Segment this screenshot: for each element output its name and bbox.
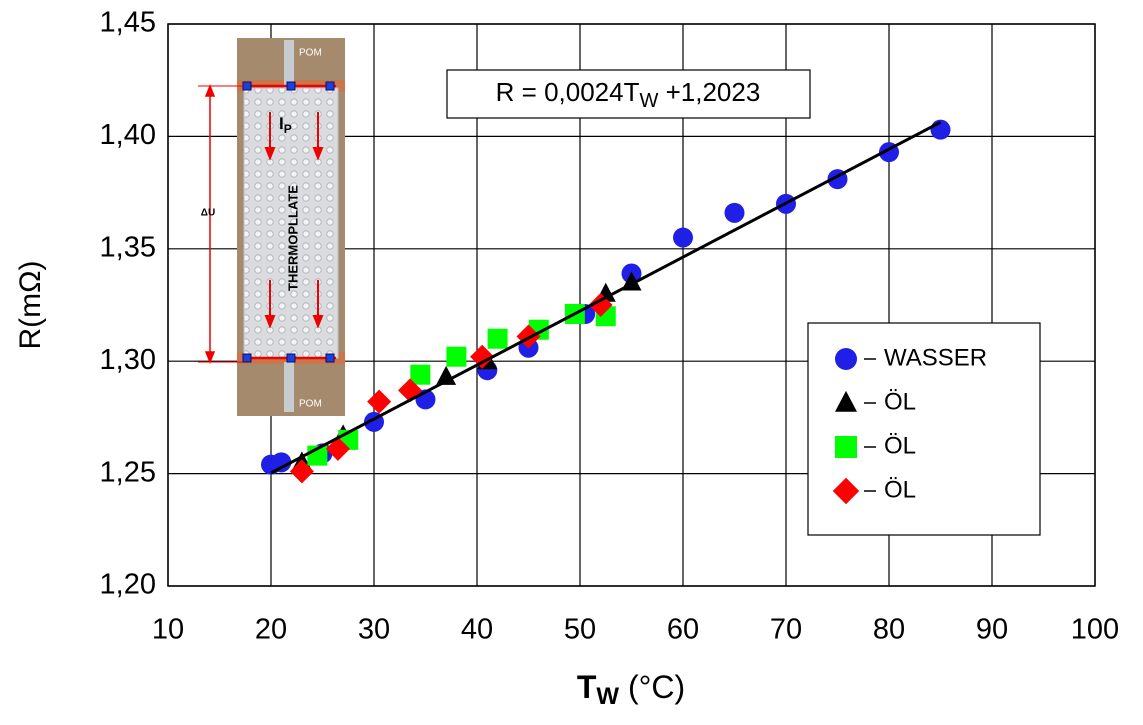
legend-label: WASSER: [884, 344, 987, 371]
marker: [835, 390, 857, 412]
marker: [588, 293, 613, 317]
y-tick-label: 1,20: [100, 569, 156, 601]
marker: [289, 459, 314, 484]
x-tick-label: 90: [976, 614, 1008, 646]
x-tick-label: 40: [461, 614, 493, 646]
inset-photo: POM POM IP THERMOPLLATE ΔU: [198, 38, 345, 416]
y-tick-label: 1,25: [100, 456, 156, 488]
plate: [243, 87, 339, 359]
bolt: [284, 40, 294, 88]
current-symbol: I: [279, 114, 284, 133]
trendline: [270, 120, 942, 475]
legend: WASSER ÖL ÖL ÖL: [807, 322, 1041, 536]
marker: [325, 436, 350, 461]
marker: [724, 202, 745, 223]
equation-subscript: W: [639, 90, 658, 112]
inset-label: POM: [299, 48, 322, 59]
marker: [271, 452, 292, 473]
plate-label: THERMOPLLATE: [285, 185, 300, 291]
y-axis-label: R(mΩ): [14, 260, 47, 349]
legend-label: ÖL: [884, 388, 916, 415]
marker: [487, 328, 508, 349]
legend-label: ÖL: [884, 432, 916, 459]
y-tick-label: 1,45: [100, 7, 156, 39]
equation-main: R = 0,0024T: [496, 77, 640, 107]
voltage-label: ΔU: [201, 208, 215, 219]
marker: [446, 346, 467, 367]
y-tick-label: 1,30: [100, 344, 156, 376]
x-axis-label: TW (°C): [577, 669, 685, 710]
x-label-subscript: W: [596, 683, 619, 710]
x-tick-label: 60: [667, 614, 699, 646]
x-tick-label: 20: [255, 614, 287, 646]
x-tick-label: 10: [152, 614, 184, 646]
equation-rest: +1,2023: [658, 77, 760, 107]
x-tick-label: 70: [770, 614, 802, 646]
marker: [673, 227, 693, 248]
bolt: [284, 362, 294, 412]
x-tick-label: 100: [1071, 614, 1119, 646]
voltage-arrow: [198, 83, 243, 365]
marker: [367, 389, 392, 414]
inset-label: POM: [299, 399, 322, 410]
plot-frame: [167, 23, 1096, 587]
x-label-rest: (°C): [619, 669, 685, 705]
marker: [835, 348, 857, 370]
data: [261, 119, 951, 484]
legend-label: ÖL: [884, 476, 916, 503]
y-tick-label: 1,40: [100, 119, 156, 151]
marker: [410, 364, 431, 385]
x-tick-label: 80: [873, 614, 905, 646]
current-label: IP: [279, 114, 292, 136]
x-label-main: T: [577, 669, 597, 705]
current-subscript: P: [284, 122, 292, 136]
y-tick-label: 1,35: [100, 231, 156, 263]
marker: [832, 477, 860, 505]
marker: [470, 344, 495, 369]
marker: [835, 436, 857, 458]
x-tick-label: 50: [564, 614, 596, 646]
equation: R = 0,0024TW +1,2023: [496, 77, 761, 112]
equation-box: [446, 69, 811, 119]
x-tick-label: 30: [358, 614, 390, 646]
current-arrows: [264, 112, 324, 329]
